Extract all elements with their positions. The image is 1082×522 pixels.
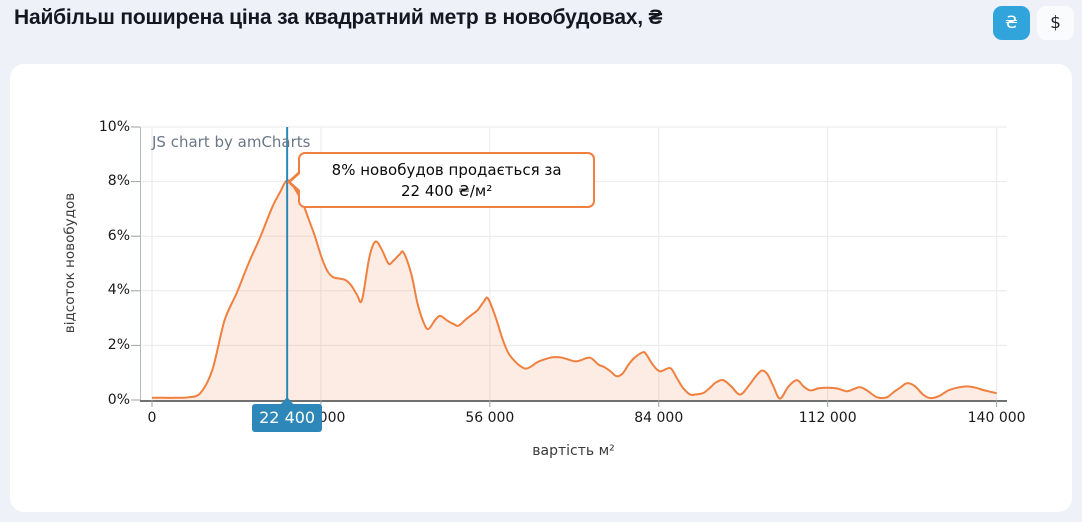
y-tick-label: 0% — [107, 391, 130, 408]
area-fill — [152, 180, 997, 400]
y-axis-title: відсоток новобудов — [62, 192, 78, 334]
page-title: Найбільш поширена ціна за квадратний мет… — [14, 6, 663, 29]
y-tick-label: 4% — [107, 282, 130, 299]
x-tick-label: 84 000 — [634, 410, 684, 426]
currency-toggle: ₴ $ — [993, 6, 1074, 40]
x-tick-label: 0 — [147, 410, 157, 426]
badge-notch-icon — [280, 397, 295, 405]
x-tick-label: 112 000 — [798, 410, 857, 426]
y-tick-label: 2% — [107, 336, 130, 353]
y-tick-label: 8% — [107, 173, 130, 190]
y-tick-label: 10% — [98, 118, 130, 135]
area-line — [151, 179, 997, 400]
currency-hryvnia-button[interactable]: ₴ — [993, 6, 1030, 40]
x-tick-label: 56 000 — [465, 410, 515, 426]
chart-tooltip: 8% новобудов продається за 22 400 ₴/м² — [287, 152, 596, 209]
tooltip-line1: 8% новобудов продається за — [331, 161, 562, 180]
marker-value-badge: 22 400 — [252, 404, 323, 432]
currency-dollar-button[interactable]: $ — [1037, 6, 1074, 40]
chart-canvas[interactable] — [10, 64, 1072, 512]
y-tick-label: 6% — [107, 227, 130, 244]
x-tick-label: 140 000 — [967, 410, 1026, 426]
x-axis-title: вартість м² — [532, 443, 615, 459]
amcharts-watermark-link[interactable]: JS chart by amCharts — [152, 133, 311, 151]
tooltip-line2: 22 400 ₴/м² — [401, 182, 493, 201]
tooltip-pointer-fill-icon — [291, 173, 302, 192]
